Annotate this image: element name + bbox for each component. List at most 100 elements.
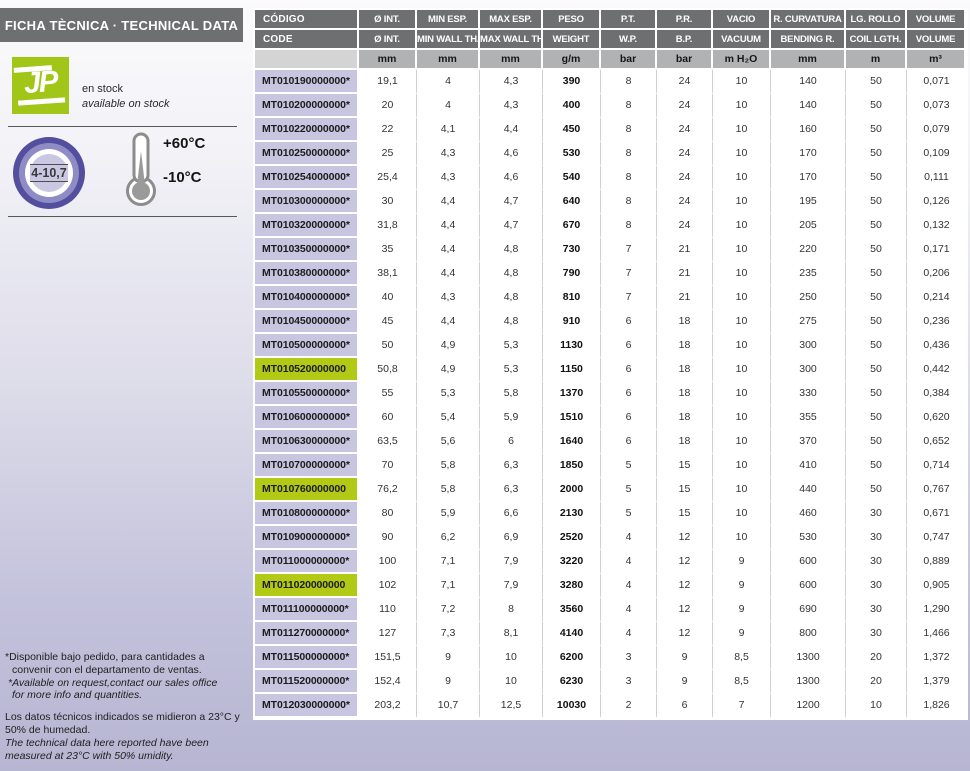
value-cell: 55	[359, 382, 417, 406]
value-cell: 0,652	[907, 430, 966, 454]
value-cell: 4,8	[480, 262, 543, 286]
value-cell: 0,442	[907, 358, 966, 382]
divider-bottom	[8, 216, 237, 217]
table-row: MT010220000000* 22 4,1 4,4 450 8 24 10 160 50 0,07…	[255, 118, 966, 142]
value-cell: 30	[846, 502, 907, 526]
footnote-line: 50% de humedad.	[5, 723, 91, 736]
value-cell: 0,620	[907, 406, 966, 430]
unit-cell: mm	[480, 50, 543, 70]
table-row: MT010200000000* 20 4 4,3 400 8 24 10 140 50 0,073	[255, 94, 966, 118]
value-cell: 10	[713, 382, 771, 406]
value-cell: 0,206	[907, 262, 966, 286]
value-cell: 0,111	[907, 166, 966, 190]
value-cell: 0,214	[907, 286, 966, 310]
value-cell: 2000	[543, 478, 601, 502]
value-cell: 24	[657, 94, 713, 118]
header-cell: MAX ESP.	[480, 10, 543, 30]
value-cell: 1510	[543, 406, 601, 430]
value-cell: 8	[601, 142, 657, 166]
value-cell: 160	[771, 118, 846, 142]
value-cell: 600	[771, 574, 846, 598]
value-cell: 8,5	[713, 670, 771, 694]
table-row: MT010250000000* 25 4,3 4,6 530 8 24 10 170 50 0,10…	[255, 142, 966, 166]
value-cell: 1150	[543, 358, 601, 382]
value-cell: 170	[771, 166, 846, 190]
value-cell: 235	[771, 262, 846, 286]
header-cell: LG. ROLLO	[846, 10, 907, 30]
unit-cell: m H₂O	[713, 50, 771, 70]
value-cell: 6	[601, 430, 657, 454]
value-cell: 15	[657, 454, 713, 478]
value-cell: 50	[846, 406, 907, 430]
table-row: MT010800000000* 80 5,9 6,6 2130 5 15 10 460 30 0,6…	[255, 502, 966, 526]
table-row: MT010350000000* 35 4,4 4,8 730 7 21 10 220 50 0,17…	[255, 238, 966, 262]
value-cell: 10	[713, 118, 771, 142]
value-cell: 3	[601, 670, 657, 694]
table-row: MT010190000000* 19,1 4 4,3 390 8 24 10 140 50 0,07…	[255, 70, 966, 94]
footnote-line: The technical data here reported have be…	[5, 736, 209, 749]
value-cell: 12	[657, 550, 713, 574]
value-cell: 7,2	[417, 598, 480, 622]
code-cell: MT011520000000*	[255, 670, 359, 694]
value-cell: 4,4	[417, 214, 480, 238]
value-cell: 12	[657, 526, 713, 550]
value-cell: 10	[713, 406, 771, 430]
footnote-block: *Disponible bajo pedido, para cantidades…	[5, 651, 253, 677]
value-cell: 2130	[543, 502, 601, 526]
hose-section-icon: 4-10,7	[30, 154, 68, 192]
value-cell: 220	[771, 238, 846, 262]
value-cell: 1640	[543, 430, 601, 454]
value-cell: 40	[359, 286, 417, 310]
value-cell: 100	[359, 550, 417, 574]
value-cell: 50	[846, 166, 907, 190]
value-cell: 6	[601, 358, 657, 382]
footnotes: *Disponible bajo pedido, para cantidades…	[5, 651, 253, 762]
value-cell: 50	[846, 478, 907, 502]
value-cell: 8	[601, 166, 657, 190]
value-cell: 8	[601, 214, 657, 238]
value-cell: 2	[601, 694, 657, 718]
stock-availability-text: en stock available on stock	[82, 82, 169, 114]
code-cell: MT010700000000*	[255, 454, 359, 478]
value-cell: 250	[771, 286, 846, 310]
value-cell: 1,290	[907, 598, 966, 622]
header-row: CODE Ø INT. MIN WALL TH. MAX WALL TH. WEIGHT…	[255, 30, 966, 50]
technical-data-table-wrap: CÓDIGO Ø INT. MIN ESP. MAX ESP. PESO P.T. P.R.…	[253, 8, 968, 720]
value-cell: 5,3	[417, 382, 480, 406]
code-cell: MT010400000000*	[255, 286, 359, 310]
value-cell: 4,4	[417, 262, 480, 286]
value-cell: 140	[771, 70, 846, 94]
value-cell: 6	[657, 694, 713, 718]
value-cell: 50	[846, 454, 907, 478]
value-cell: 4,4	[417, 190, 480, 214]
value-cell: 50	[846, 382, 907, 406]
value-cell: 7,1	[417, 574, 480, 598]
value-cell: 4	[601, 598, 657, 622]
value-cell: 10	[713, 190, 771, 214]
value-cell: 4,8	[480, 238, 543, 262]
value-cell: 0,436	[907, 334, 966, 358]
value-cell: 530	[543, 142, 601, 166]
value-cell: 7,1	[417, 550, 480, 574]
value-cell: 6	[601, 406, 657, 430]
code-cell-highlighted: MT010520000000	[255, 358, 359, 382]
unit-cell: m³	[907, 50, 966, 70]
value-cell: 90	[359, 526, 417, 550]
value-cell: 10	[480, 670, 543, 694]
code-cell: MT010320000000*	[255, 214, 359, 238]
value-cell: 355	[771, 406, 846, 430]
footnote-line: measured at 23°C with 50% umidity.	[5, 749, 174, 762]
value-cell: 6200	[543, 646, 601, 670]
table-row: MT010900000000* 90 6,2 6,9 2520 4 12 10 530 30 0,7…	[255, 526, 966, 550]
unit-cell: mm	[417, 50, 480, 70]
unit-cell: mm	[359, 50, 417, 70]
header-cell: VOLUME	[907, 10, 966, 30]
code-cell: MT010220000000*	[255, 118, 359, 142]
value-cell: 0,889	[907, 550, 966, 574]
value-cell: 22	[359, 118, 417, 142]
table-row: MT010700000000* 70 5,8 6,3 1850 5 15 10 410 50 0,7…	[255, 454, 966, 478]
value-cell: 0,132	[907, 214, 966, 238]
value-cell: 21	[657, 238, 713, 262]
value-cell: 10	[713, 334, 771, 358]
value-cell: 15	[657, 502, 713, 526]
